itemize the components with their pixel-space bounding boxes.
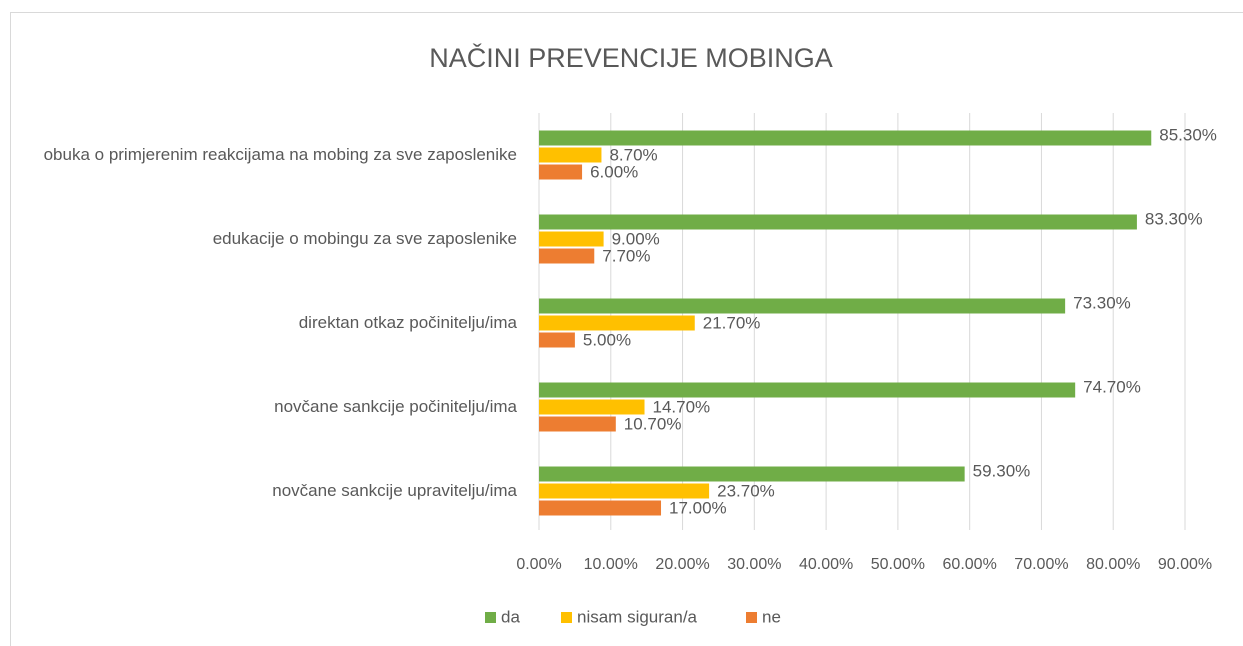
data-label: 5.00% bbox=[583, 330, 631, 349]
category-text: obuka o primjerenim reakcijama na mobing… bbox=[43, 145, 517, 164]
data-label: 14.70% bbox=[653, 397, 711, 416]
x-tick-label: 60.00% bbox=[943, 556, 997, 573]
data-label: 8.70% bbox=[609, 145, 657, 164]
x-tick-label: 50.00% bbox=[871, 556, 925, 573]
category-label: novčane sankcije počinitelju/ima bbox=[274, 377, 517, 437]
data-label: 85.30% bbox=[1159, 125, 1217, 144]
data-label: 83.30% bbox=[1145, 209, 1203, 228]
legend-label: ne bbox=[762, 607, 781, 626]
data-label: 74.70% bbox=[1083, 377, 1141, 396]
bar bbox=[539, 231, 604, 247]
x-tick-label: 40.00% bbox=[799, 556, 853, 573]
data-label: 17.00% bbox=[669, 498, 727, 517]
x-tick-label: 70.00% bbox=[1014, 556, 1068, 573]
bar bbox=[539, 315, 695, 331]
bar bbox=[539, 298, 1066, 314]
category-text: direktan otkaz počinitelju/ima bbox=[298, 313, 517, 332]
bar bbox=[539, 164, 583, 180]
x-tick-label: 90.00% bbox=[1158, 556, 1212, 573]
data-label: 6.00% bbox=[590, 162, 638, 181]
bar bbox=[539, 483, 710, 499]
category-label: novčane sankcije upravitelju/ima bbox=[272, 461, 517, 521]
x-tick-label: 10.00% bbox=[584, 556, 638, 573]
legend-label: da bbox=[501, 607, 520, 626]
category-text: novčane sankcije počinitelju/ima bbox=[274, 397, 517, 416]
bar bbox=[539, 416, 616, 432]
data-label: 23.70% bbox=[717, 481, 775, 500]
bar bbox=[539, 214, 1137, 230]
chart-border bbox=[10, 12, 1243, 646]
category-label: direktan otkaz počinitelju/ima bbox=[299, 293, 517, 353]
data-label: 9.00% bbox=[612, 229, 660, 248]
x-tick-label: 0.00% bbox=[516, 556, 561, 573]
data-label: 73.30% bbox=[1073, 293, 1131, 312]
category-label: edukacije o mobingu za sve zaposlenike bbox=[213, 209, 517, 269]
x-tick-label: 20.00% bbox=[655, 556, 709, 573]
bar bbox=[539, 147, 602, 163]
legend-swatch bbox=[561, 612, 572, 623]
bar bbox=[539, 382, 1076, 398]
bar bbox=[539, 332, 575, 348]
bar bbox=[539, 500, 662, 516]
bar bbox=[539, 248, 595, 264]
bar bbox=[539, 130, 1152, 146]
category-text: novčane sankcije upravitelju/ima bbox=[272, 481, 517, 500]
bar bbox=[539, 466, 965, 482]
chart-title: NAČINI PREVENCIJE MOBINGA bbox=[429, 42, 833, 73]
data-label: 21.70% bbox=[703, 313, 761, 332]
category-text: edukacije o mobingu za sve zaposlenike bbox=[212, 229, 517, 248]
legend-label: nisam siguran/a bbox=[577, 607, 698, 626]
data-label: 10.70% bbox=[624, 414, 682, 433]
bar bbox=[539, 399, 645, 415]
legend-swatch bbox=[746, 612, 757, 623]
category-label: obuka o primjerenim reakcijama na mobing… bbox=[44, 125, 517, 185]
x-tick-label: 80.00% bbox=[1086, 556, 1140, 573]
data-label: 7.70% bbox=[602, 246, 650, 265]
legend-swatch bbox=[485, 612, 496, 623]
x-tick-label: 30.00% bbox=[727, 556, 781, 573]
data-label: 59.30% bbox=[973, 461, 1031, 480]
